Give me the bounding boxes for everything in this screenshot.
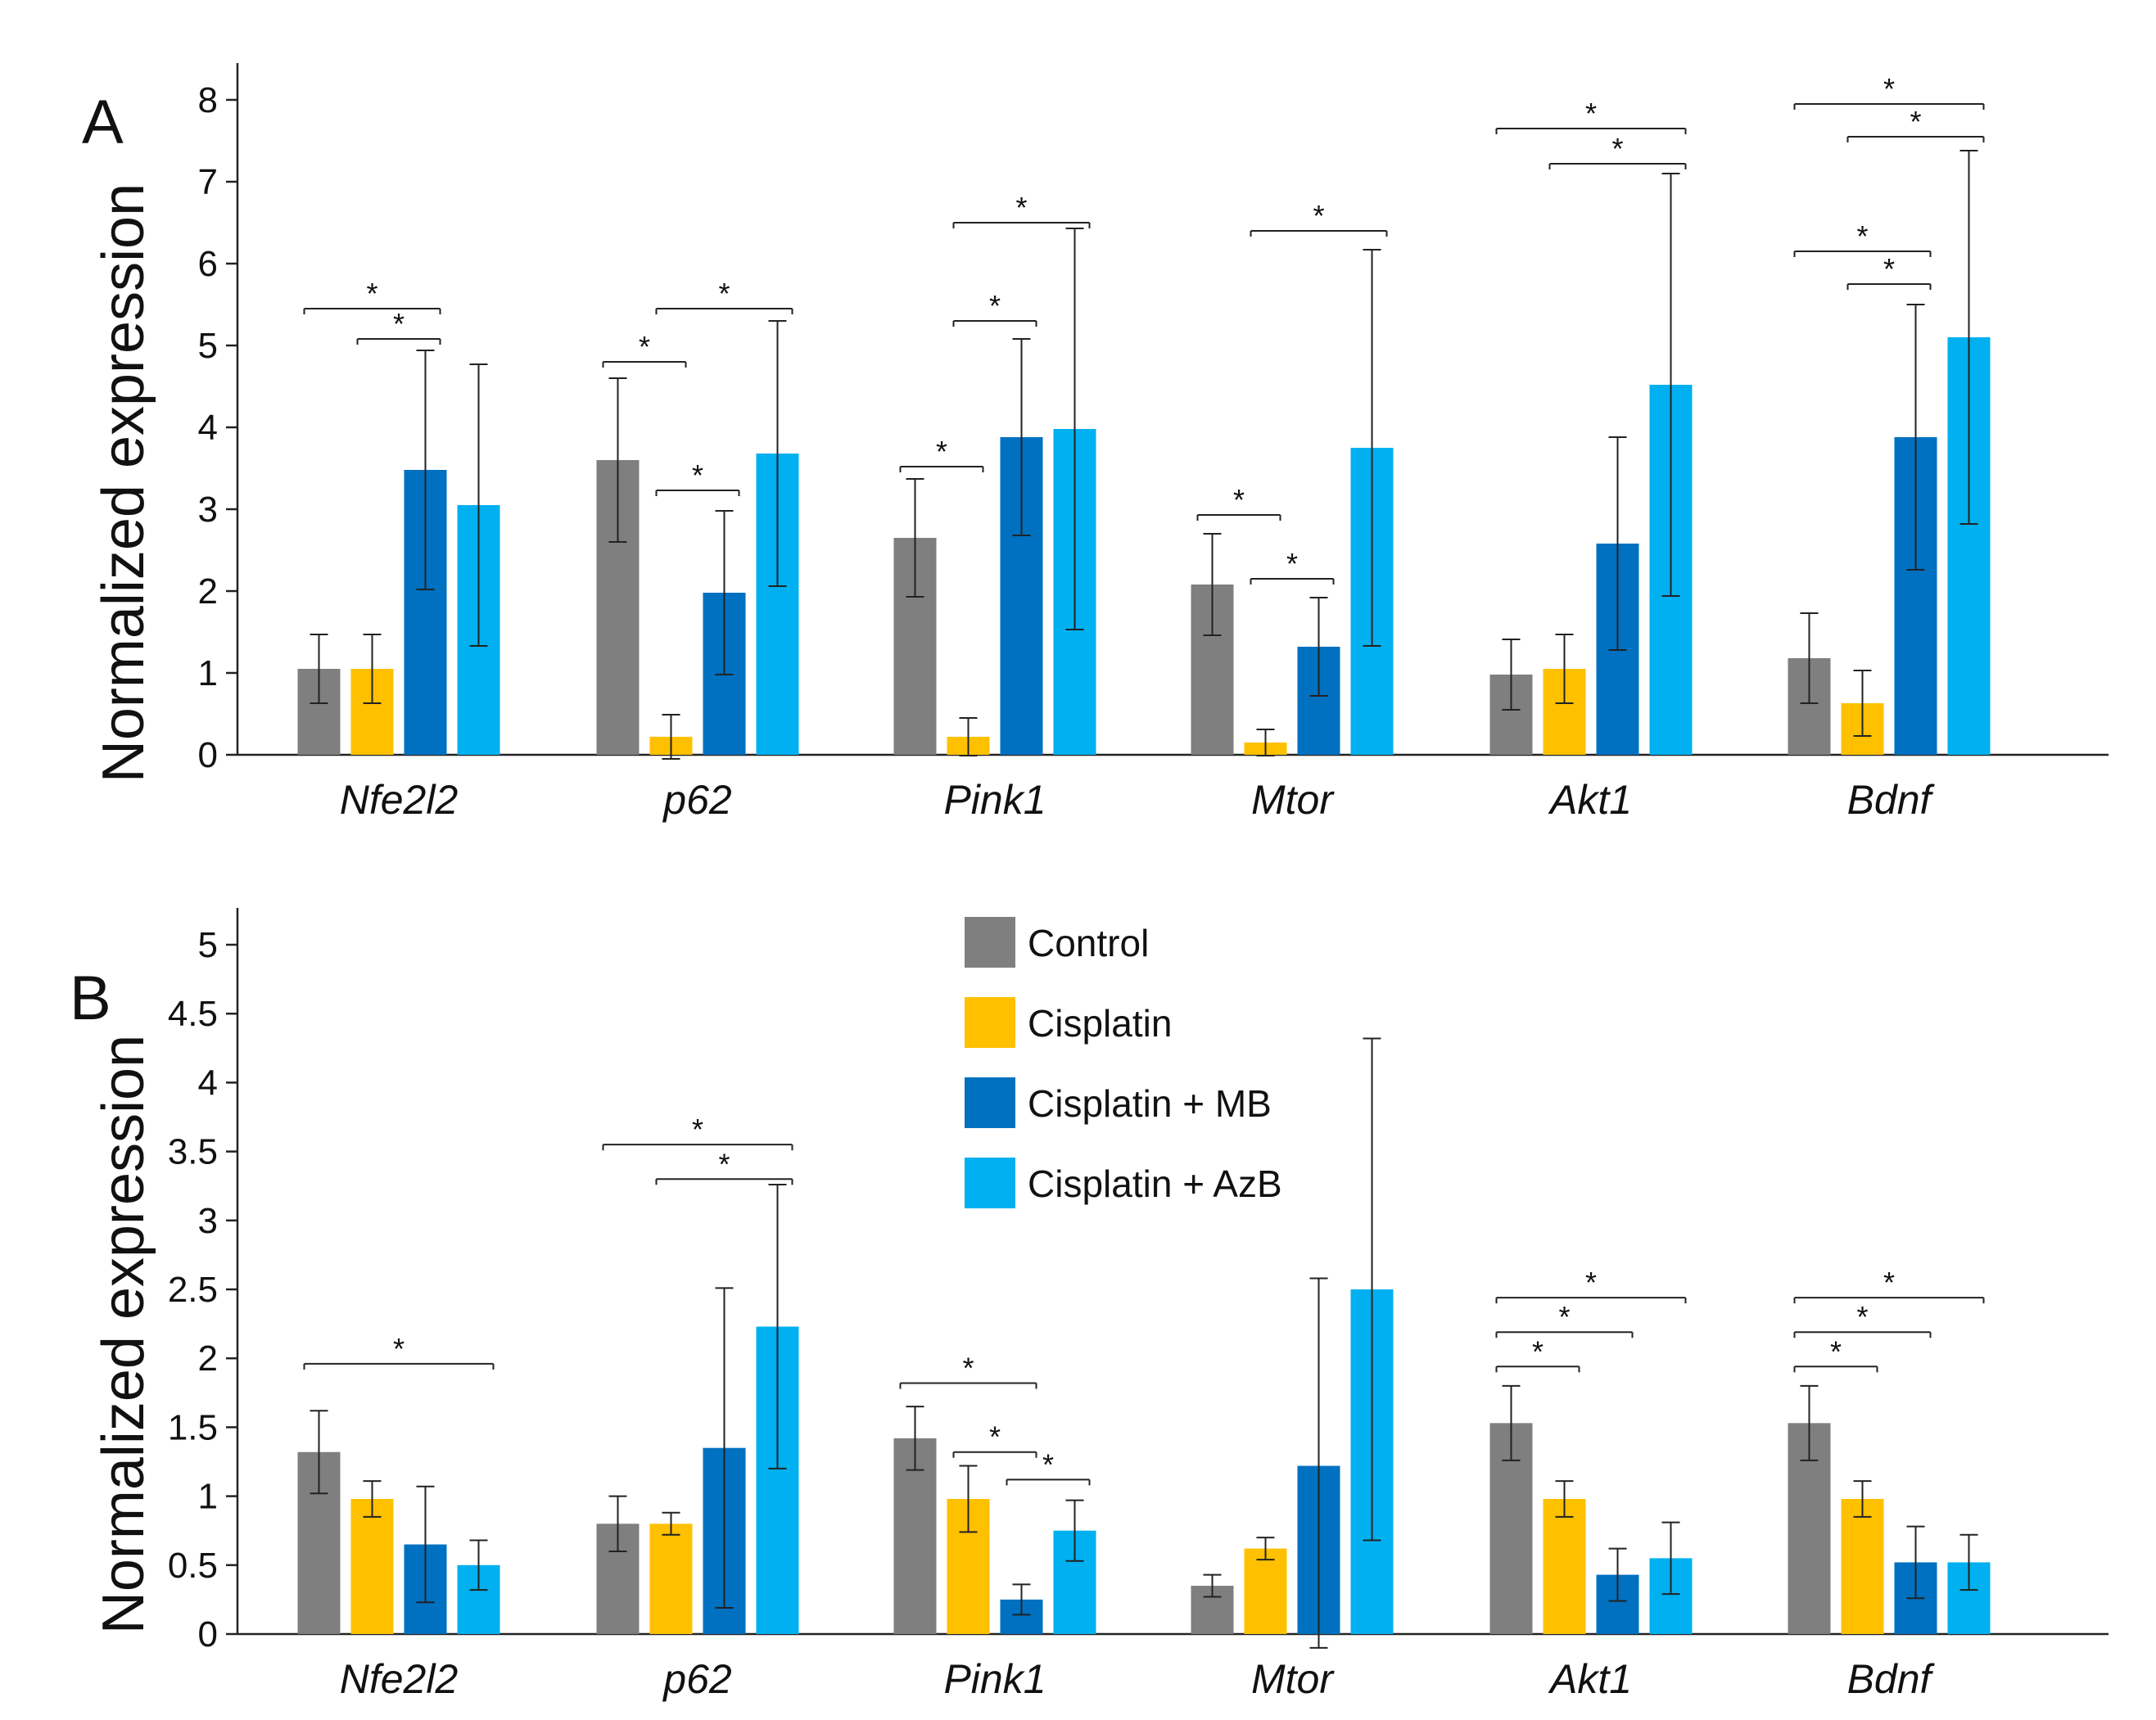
panel-a-significance-star: * bbox=[1883, 72, 1895, 106]
panel-b-category-label-mtor: Mtor bbox=[1251, 1656, 1335, 1702]
panel-b-bar-mtor-cisplatin bbox=[1244, 1548, 1287, 1634]
panel-b-y-tick-label: 1.5 bbox=[168, 1407, 218, 1447]
panel-a-significance-star: * bbox=[1856, 219, 1868, 253]
panel-a-significance-star: * bbox=[1286, 547, 1298, 580]
panel-b-y-tick-label: 2.5 bbox=[168, 1270, 218, 1310]
panel-b-category-label-pink1: Pink1 bbox=[943, 1656, 1046, 1702]
panel-b-y-tick-label: 5 bbox=[198, 925, 218, 965]
panel-a-significance-star: * bbox=[989, 289, 1001, 323]
panel-a-y-tick-label: 7 bbox=[198, 162, 218, 202]
panel-b-significance-star: * bbox=[1856, 1300, 1868, 1334]
panel-a-category-label-p62: p62 bbox=[662, 777, 732, 823]
panel-b-y-axis-title: Normalized expression bbox=[91, 1035, 156, 1634]
panel-a-significance-star: * bbox=[393, 307, 405, 341]
panel-a-significance-star: * bbox=[1015, 191, 1027, 224]
panel-a-category-label-akt1: Akt1 bbox=[1548, 777, 1632, 823]
panel-b-significance-star: * bbox=[692, 1113, 703, 1146]
panel-b-bar-nfe2l2-cisplatin bbox=[350, 1498, 394, 1634]
panel-b-significance-star: * bbox=[962, 1352, 974, 1385]
panel-a-y-tick-label: 6 bbox=[198, 244, 218, 284]
panel-a-y-tick-label: 2 bbox=[198, 571, 218, 612]
panel-b-significance-star: * bbox=[1042, 1447, 1054, 1481]
panel-a-category-label-mtor: Mtor bbox=[1251, 777, 1335, 823]
panel-a-y-tick-label: 3 bbox=[198, 490, 218, 530]
panel-b-y-tick-label: 0 bbox=[198, 1614, 218, 1655]
panel-label-a: A bbox=[82, 88, 124, 157]
panel-a-y-tick-label: 8 bbox=[198, 80, 218, 120]
panel-b-y-tick-label: 4 bbox=[198, 1063, 218, 1103]
panel-a-significance-star: * bbox=[1233, 483, 1245, 517]
panel-b-significance-star: * bbox=[1532, 1334, 1544, 1368]
panel-a-y-tick-label: 4 bbox=[198, 408, 218, 448]
panel-a-y-tick-label: 5 bbox=[198, 326, 218, 366]
panel-b-chart: B Normalized expression 0 0.5 1 1.5 2 2.5 3 3.5… bbox=[70, 908, 2109, 1702]
panel-b-y-tick-label: 3.5 bbox=[168, 1132, 218, 1172]
panel-a-significance-star: * bbox=[936, 435, 947, 468]
panel-b-y-tick-label: 2 bbox=[198, 1339, 218, 1379]
panel-b-y-tick-label: 3 bbox=[198, 1201, 218, 1241]
panel-a-significance-star: * bbox=[366, 277, 377, 310]
panel-a-chart: A Normalized expression 0 1 2 3 4 5 6 7 8 Nfe2l2 p… bbox=[82, 63, 2109, 823]
panel-b-significance-star: * bbox=[1883, 1266, 1895, 1299]
panel-b-bar-pink1-control bbox=[893, 1438, 937, 1634]
panel-a-y-tick-label: 0 bbox=[198, 735, 218, 775]
panel-b-y-tick-label: 1 bbox=[198, 1477, 218, 1517]
panel-a-significance-star: * bbox=[639, 330, 650, 363]
panel-a-significance-star: * bbox=[692, 458, 703, 492]
legend-label-cisplatin-azb: Cisplatin + AzB bbox=[1028, 1162, 1282, 1205]
legend-label-control: Control bbox=[1028, 922, 1149, 964]
panel-b-category-label-bdnf: Bdnf bbox=[1847, 1656, 1936, 1702]
panel-a-significance-star: * bbox=[1313, 199, 1324, 232]
panel-a-significance-star: * bbox=[1585, 97, 1597, 130]
panel-b-significance-star: * bbox=[1830, 1334, 1842, 1368]
panel-b-category-label-p62: p62 bbox=[662, 1656, 732, 1702]
panel-a-significance-star: * bbox=[1883, 252, 1895, 286]
panel-b-significance-star: * bbox=[718, 1147, 730, 1181]
panel-b-bar-akt1-cisplatin bbox=[1543, 1498, 1586, 1634]
legend-label-cisplatin-mb: Cisplatin + MB bbox=[1028, 1082, 1272, 1125]
panel-b-significance-star: * bbox=[1585, 1266, 1597, 1299]
panel-a-category-label-pink1: Pink1 bbox=[943, 777, 1046, 823]
panel-a-category-label-bdnf: Bdnf bbox=[1847, 777, 1936, 823]
panel-label-b: B bbox=[70, 964, 111, 1033]
legend-swatch-control bbox=[965, 917, 1015, 968]
panel-b-bar-p62-cisplatin bbox=[649, 1524, 693, 1634]
panel-a-significance-star: * bbox=[1910, 105, 1921, 138]
panel-a-y-axis-title: Normalized expression bbox=[91, 183, 156, 783]
legend: Control Cisplatin Cisplatin + MB Cisplat… bbox=[965, 917, 1282, 1208]
panel-b-category-label-nfe2l2: Nfe2l2 bbox=[340, 1656, 459, 1702]
panel-a-significance-star: * bbox=[718, 277, 730, 310]
legend-label-cisplatin: Cisplatin bbox=[1028, 1002, 1172, 1045]
panel-b-significance-star: * bbox=[393, 1332, 405, 1366]
panel-b-bar-bdnf-cisplatin bbox=[1841, 1498, 1884, 1634]
panel-b-y-tick-label: 0.5 bbox=[168, 1546, 218, 1586]
legend-swatch-cisplatin-mb bbox=[965, 1077, 1015, 1128]
panel-b-significance-star: * bbox=[1558, 1300, 1570, 1334]
panel-b-significance-star: * bbox=[989, 1420, 1001, 1454]
panel-a-significance-star: * bbox=[1611, 132, 1623, 165]
panel-b-category-label-akt1: Akt1 bbox=[1548, 1656, 1632, 1702]
panel-a-category-label-nfe2l2: Nfe2l2 bbox=[340, 777, 459, 823]
panel-a-y-tick-label: 1 bbox=[198, 653, 218, 693]
legend-swatch-cisplatin bbox=[965, 997, 1015, 1048]
legend-swatch-cisplatin-azb bbox=[965, 1158, 1015, 1208]
panel-b-y-tick-label: 4.5 bbox=[168, 994, 218, 1034]
